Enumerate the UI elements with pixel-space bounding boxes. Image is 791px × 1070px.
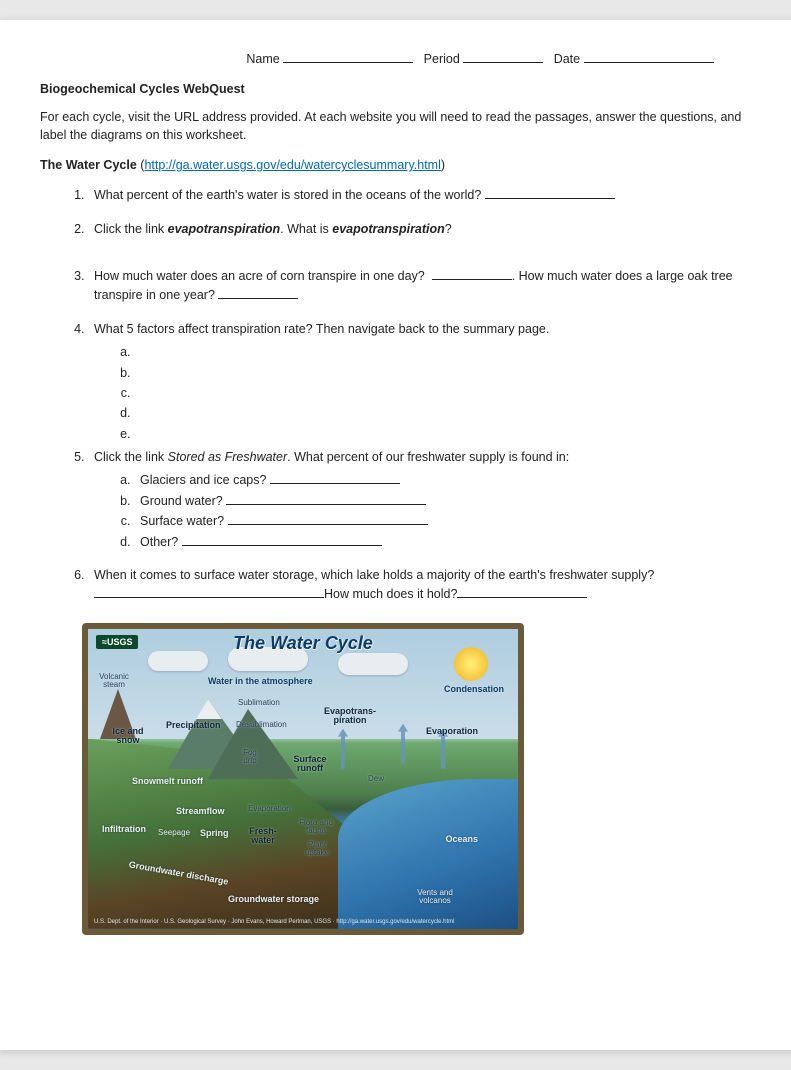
- q4-c[interactable]: [134, 384, 760, 403]
- q2-text-a: Click the link: [94, 222, 168, 236]
- q2-term2: evapotranspiration: [332, 222, 445, 236]
- q6-blank1[interactable]: [94, 585, 324, 598]
- q5-b: Ground water?: [134, 492, 760, 511]
- lbl-flora: Flora andfauna: [296, 819, 336, 836]
- q5: Click the link Stored as Freshwater. Wha…: [88, 448, 760, 552]
- lbl-fog: Fogdrip: [238, 749, 262, 766]
- lbl-desublimation: Desublimation: [236, 721, 287, 729]
- q5-c-blank[interactable]: [228, 512, 428, 525]
- worksheet-page: Name Period Date Biogeochemical Cycles W…: [0, 20, 791, 1050]
- q4: What 5 factors affect transpiration rate…: [88, 320, 760, 444]
- lbl-water-atm: Water in the atmosphere: [208, 677, 313, 686]
- name-label: Name: [246, 52, 279, 66]
- lbl-surface-runoff: Surfacerunoff: [288, 755, 332, 774]
- arrow-icon: [338, 729, 348, 769]
- cloud-icon: [148, 651, 208, 671]
- lbl-volcanic: Volcanicsteam: [94, 673, 134, 690]
- section-url-link[interactable]: http://ga.water.usgs.gov/edu/watercycles…: [144, 158, 440, 172]
- q3-blank1[interactable]: [432, 267, 512, 280]
- lbl-vents: Vents andvolcanos: [412, 889, 458, 906]
- q6-text-a: When it comes to surface water storage, …: [94, 568, 654, 582]
- lbl-ice-snow: Ice andsnow: [108, 727, 148, 746]
- lbl-seepage: Seepage: [158, 829, 190, 837]
- q5-c: Surface water?: [134, 512, 760, 531]
- q5-a-blank[interactable]: [270, 471, 400, 484]
- q4-d[interactable]: [134, 404, 760, 423]
- section-heading: The Water Cycle (http://ga.water.usgs.go…: [40, 158, 760, 172]
- q5-text-a: Click the link: [94, 450, 168, 464]
- lbl-streamflow: Streamflow: [176, 807, 225, 816]
- q5-a: Glaciers and ice caps?: [134, 471, 760, 490]
- name-blank[interactable]: [283, 50, 413, 63]
- header-line: Name Period Date: [40, 50, 760, 66]
- q2: Click the link evapotranspiration. What …: [88, 220, 760, 253]
- q6: When it comes to surface water storage, …: [88, 566, 760, 605]
- lbl-plant: Plantuptake: [300, 841, 334, 858]
- period-blank[interactable]: [463, 50, 543, 63]
- lbl-evapotrans: Evapotrans-piration: [320, 707, 380, 726]
- q2-term1: evapotranspiration: [168, 222, 281, 236]
- q5-d-label: Other?: [140, 535, 178, 549]
- page-title: Biogeochemical Cycles WebQuest: [40, 82, 760, 96]
- q3: How much water does an acre of corn tran…: [88, 267, 760, 306]
- q5-sublist: Glaciers and ice caps? Ground water? Sur…: [94, 471, 760, 552]
- q5-a-label: Glaciers and ice caps?: [140, 473, 266, 487]
- q1-text: What percent of the earth's water is sto…: [94, 188, 481, 202]
- q5-c-label: Surface water?: [140, 514, 224, 528]
- q3-blank2[interactable]: [218, 286, 298, 299]
- period-label: Period: [424, 52, 460, 66]
- lbl-precip: Precipitation: [166, 721, 221, 730]
- q6-text-b: How much does it hold?: [324, 587, 457, 601]
- q5-d: Other?: [134, 533, 760, 552]
- q5-d-blank[interactable]: [182, 533, 382, 546]
- diagram-credit: U.S. Dept. of the Interior · U.S. Geolog…: [94, 919, 455, 925]
- q1: What percent of the earth's water is sto…: [88, 186, 760, 205]
- q4-e[interactable]: [134, 425, 760, 444]
- lbl-dew: Dew: [368, 775, 384, 783]
- lbl-infiltration: Infiltration: [102, 825, 146, 834]
- q4-b[interactable]: [134, 364, 760, 383]
- diagram-title: The Water Cycle: [88, 633, 518, 654]
- q5-b-label: Ground water?: [140, 494, 223, 508]
- lbl-freshwater: Fresh-water: [246, 827, 280, 846]
- intro-text: For each cycle, visit the URL address pr…: [40, 108, 760, 144]
- q3-text-a: How much water does an acre of corn tran…: [94, 269, 425, 283]
- lbl-gw-storage: Groundwater storage: [228, 895, 319, 904]
- lbl-sublimation: Sublimation: [238, 699, 280, 707]
- lbl-evaporation: Evaporation: [426, 727, 478, 736]
- q1-blank[interactable]: [485, 186, 615, 199]
- q2-text-c: . What is: [280, 222, 332, 236]
- q5-b-blank[interactable]: [226, 492, 426, 505]
- lbl-snowmelt: Snowmelt runoff: [132, 777, 203, 786]
- q4-text: What 5 factors affect transpiration rate…: [94, 322, 549, 336]
- q5-text-c: . What percent of our freshwater supply …: [287, 450, 569, 464]
- section-title: The Water Cycle: [40, 158, 137, 172]
- q2-text-e: ?: [445, 222, 452, 236]
- date-label: Date: [554, 52, 580, 66]
- q4-sublist: [94, 343, 760, 444]
- lbl-evap2: Evaporation: [248, 805, 291, 813]
- lbl-spring: Spring: [200, 829, 229, 838]
- lbl-condensation: Condensation: [444, 685, 504, 694]
- question-list: What percent of the earth's water is sto…: [40, 186, 760, 604]
- q5-term: Stored as Freshwater: [168, 450, 288, 464]
- q6-blank2[interactable]: [457, 585, 587, 598]
- q4-a[interactable]: [134, 343, 760, 362]
- ocean-region: [338, 779, 518, 929]
- cloud-icon: [338, 653, 408, 675]
- lbl-oceans: Oceans: [445, 835, 478, 844]
- date-blank[interactable]: [584, 50, 714, 63]
- arrow-icon: [398, 724, 408, 764]
- water-cycle-diagram: ≈USGS The Water Cycle Volcanicsteam Wate…: [82, 623, 524, 935]
